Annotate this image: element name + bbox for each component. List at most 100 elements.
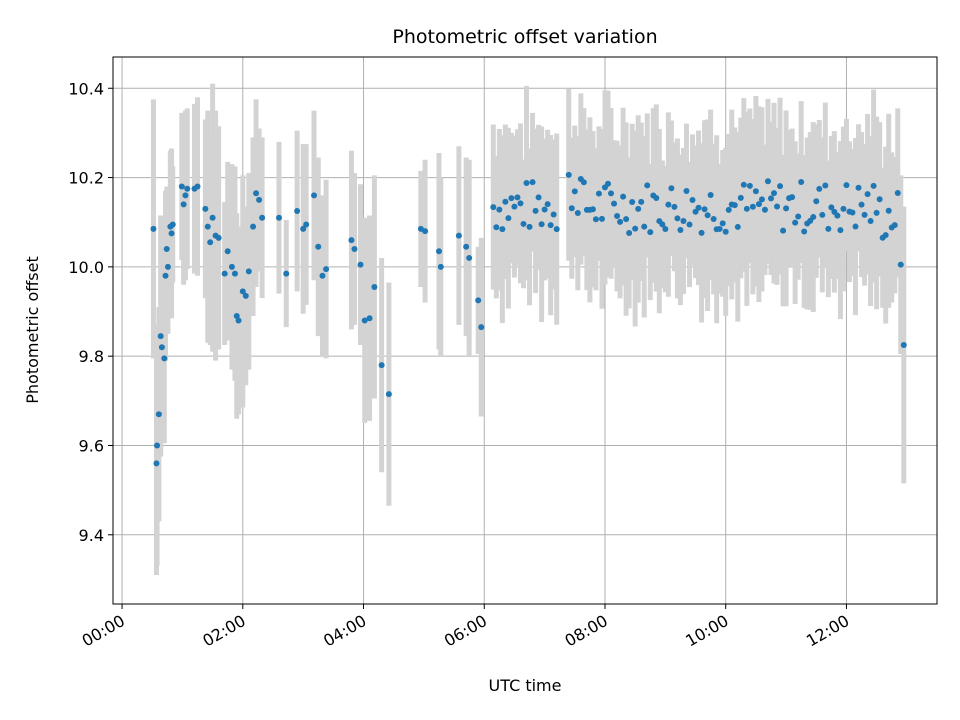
data-point <box>680 218 687 225</box>
data-point <box>834 212 841 219</box>
data-point <box>303 221 310 228</box>
data-point <box>635 205 642 212</box>
data-point <box>207 239 214 246</box>
plot-frame <box>112 56 938 605</box>
data-point <box>294 208 301 215</box>
data-point <box>235 317 242 324</box>
data-point <box>422 228 429 235</box>
data-point <box>864 191 871 198</box>
data-point <box>617 218 624 225</box>
data-point <box>155 411 162 418</box>
y-tick-label: 9.4 <box>79 526 104 545</box>
data-point <box>496 206 503 213</box>
data-point <box>849 209 856 216</box>
data-point <box>653 194 660 201</box>
data-point <box>755 201 762 208</box>
data-point <box>437 263 444 270</box>
data-point <box>463 243 470 250</box>
data-point <box>162 272 169 279</box>
data-point <box>659 221 666 228</box>
data-point <box>858 201 865 208</box>
data-point <box>215 234 222 241</box>
data-point <box>837 227 844 234</box>
data-point <box>689 196 696 203</box>
data-point <box>250 223 257 230</box>
data-point <box>780 227 787 234</box>
data-point <box>311 192 318 199</box>
data-point <box>259 214 266 221</box>
data-point <box>626 230 633 237</box>
data-point <box>357 261 364 268</box>
data-point <box>475 297 482 304</box>
data-point <box>168 230 175 237</box>
data-point <box>323 266 330 273</box>
data-point <box>761 206 768 213</box>
data-point <box>378 362 385 369</box>
data-point <box>873 209 880 216</box>
data-point <box>224 248 231 255</box>
data-point <box>885 207 892 214</box>
data-point <box>710 216 717 223</box>
data-point <box>734 223 741 230</box>
data-point <box>852 223 859 230</box>
data-point <box>517 200 524 207</box>
data-point <box>876 196 883 203</box>
data-point <box>608 190 615 197</box>
data-point <box>698 229 705 236</box>
data-point <box>245 268 252 275</box>
data-point <box>614 213 621 220</box>
data-point <box>894 189 901 196</box>
data-point <box>632 225 639 232</box>
data-point <box>810 214 817 221</box>
data-point <box>897 261 904 268</box>
data-point <box>163 246 170 253</box>
data-point <box>180 201 187 208</box>
data-point <box>861 211 868 218</box>
data-point <box>553 226 560 233</box>
data-point <box>242 292 249 299</box>
data-point <box>547 222 554 229</box>
data-point <box>158 344 165 351</box>
data-points <box>150 171 907 467</box>
data-point <box>644 182 651 189</box>
data-point <box>623 216 630 223</box>
data-point <box>520 220 527 227</box>
data-point <box>466 254 473 261</box>
data-point <box>638 198 645 205</box>
data-point <box>276 214 283 221</box>
x-axis-label: UTC time <box>489 676 562 695</box>
data-point <box>777 183 784 190</box>
y-axis-label: Photometric offset <box>23 256 42 404</box>
data-point <box>319 272 326 279</box>
data-point <box>493 224 500 231</box>
data-point <box>544 201 551 208</box>
data-point <box>253 190 260 197</box>
data-point <box>202 205 209 212</box>
data-point <box>550 211 557 218</box>
data-point <box>182 192 189 199</box>
data-point <box>737 194 744 201</box>
data-point <box>816 185 823 192</box>
data-point <box>574 209 581 216</box>
data-point <box>154 442 161 449</box>
data-point <box>161 355 168 362</box>
data-point <box>668 185 675 192</box>
data-point <box>204 223 211 230</box>
y-tick-label: 9.8 <box>79 347 104 366</box>
data-point <box>801 228 808 235</box>
data-point <box>840 205 847 212</box>
data-point <box>731 202 738 209</box>
data-point <box>813 198 820 205</box>
data-point <box>789 194 796 201</box>
data-point <box>194 183 201 190</box>
data-point <box>771 190 778 197</box>
data-point <box>541 206 548 213</box>
data-point <box>870 182 877 189</box>
data-point <box>169 221 176 228</box>
data-point <box>228 263 235 270</box>
data-point <box>704 212 711 219</box>
data-point <box>150 225 157 232</box>
data-point <box>725 206 732 213</box>
data-point <box>605 180 612 187</box>
data-point <box>662 225 669 232</box>
